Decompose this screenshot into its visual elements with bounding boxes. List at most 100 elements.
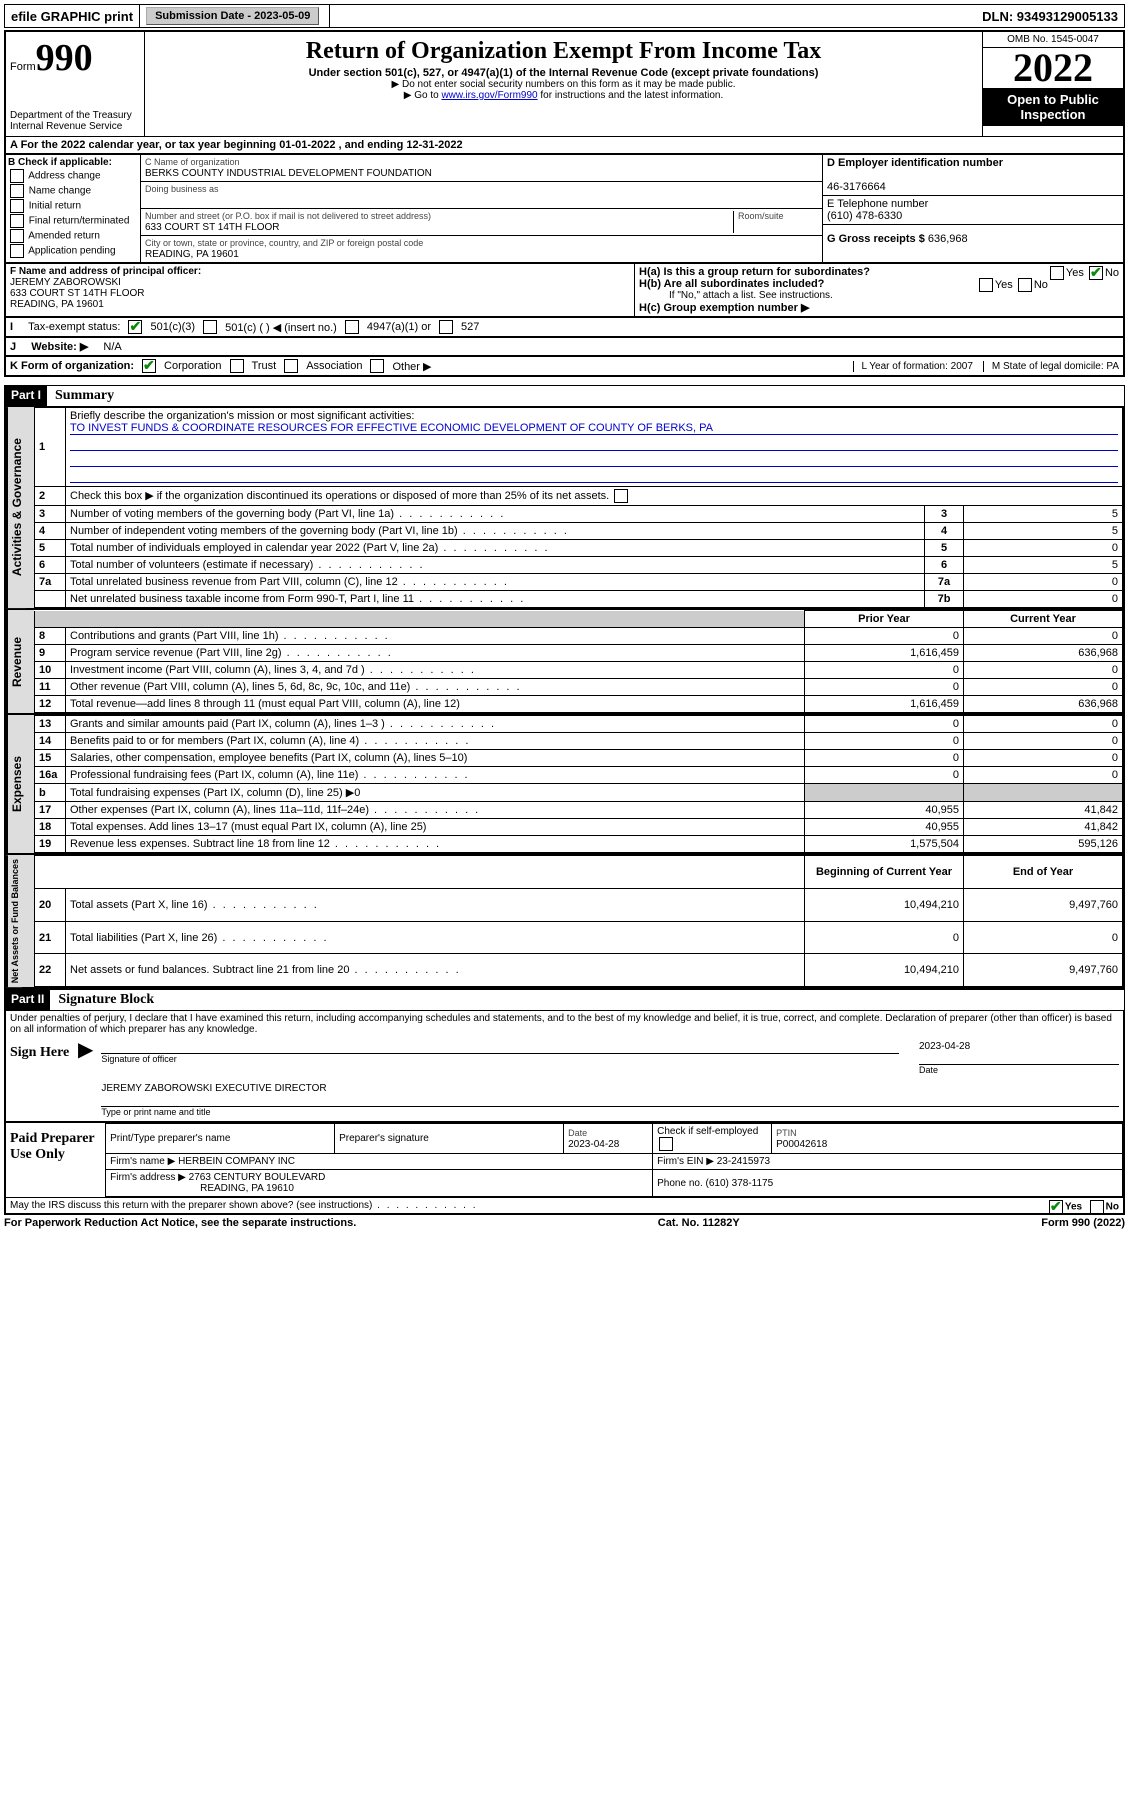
cb-address-change[interactable] bbox=[10, 169, 24, 183]
firm-name: HERBEIN COMPANY INC bbox=[178, 1156, 295, 1167]
part2-label: Part II bbox=[5, 990, 50, 1010]
year-formation: L Year of formation: 2007 bbox=[853, 361, 973, 372]
arrow-icon: ▶ bbox=[74, 1037, 97, 1121]
cb-final-return[interactable] bbox=[10, 214, 24, 228]
expenses-section: Expenses 13Grants and similar amounts pa… bbox=[4, 715, 1125, 855]
ein-value: 46-3176664 bbox=[827, 181, 886, 193]
ha-yes[interactable] bbox=[1050, 266, 1064, 280]
cb-application-pending[interactable] bbox=[10, 244, 24, 258]
exp-row-17: 17Other expenses (Part IX, column (A), l… bbox=[35, 802, 1123, 819]
footer-mid: Cat. No. 11282Y bbox=[658, 1217, 740, 1229]
note-link: ▶ Go to www.irs.gov/Form990 for instruct… bbox=[149, 90, 978, 101]
cb-501c[interactable] bbox=[203, 320, 217, 334]
submission-button[interactable]: Submission Date - 2023-05-09 bbox=[146, 7, 319, 25]
prep-date: 2023-04-28 bbox=[568, 1139, 619, 1150]
efile-label: efile GRAPHIC print bbox=[5, 5, 140, 27]
part2-bar: Part II Signature Block bbox=[4, 989, 1125, 1011]
h-prior: Prior Year bbox=[805, 611, 964, 628]
cb-527[interactable] bbox=[439, 320, 453, 334]
dept-label: Department of the Treasury bbox=[10, 110, 140, 121]
line-a: A For the 2022 calendar year, or tax yea… bbox=[4, 137, 1125, 155]
tax-status-row: I Tax-exempt status: 501(c)(3) 501(c) ( … bbox=[4, 318, 1125, 338]
dln-label: DLN: 93493129005133 bbox=[976, 5, 1124, 27]
tax-year: 2022 bbox=[983, 48, 1123, 88]
org-address: 633 COURT ST 14TH FLOOR bbox=[145, 222, 280, 233]
cb-501c3[interactable] bbox=[128, 320, 142, 334]
net-assets-section: Net Assets or Fund Balances Beginning of… bbox=[4, 855, 1125, 989]
cb-self-employed[interactable] bbox=[659, 1137, 673, 1151]
hc-label: H(c) Group exemption number ▶ bbox=[639, 302, 809, 314]
paid-preparer-label: Paid Preparer Use Only bbox=[6, 1123, 105, 1197]
rev-row-11: 11Other revenue (Part VIII, column (A), … bbox=[35, 679, 1123, 696]
exp-row-13: 13Grants and similar amounts paid (Part … bbox=[35, 716, 1123, 733]
officer-name: JEREMY ZABOROWSKI bbox=[10, 277, 121, 288]
q2-label: Check this box ▶ if the organization dis… bbox=[66, 487, 1123, 506]
firm-addr1: 2763 CENTURY BOULEVARD bbox=[189, 1172, 326, 1183]
form-header: Form990 Department of the Treasury Inter… bbox=[4, 30, 1125, 137]
q1-label: Briefly describe the organization's miss… bbox=[70, 410, 414, 422]
h-end: End of Year bbox=[964, 856, 1123, 889]
discuss-no[interactable] bbox=[1090, 1200, 1104, 1214]
cb-other[interactable] bbox=[370, 359, 384, 373]
h-curr: Current Year bbox=[964, 611, 1123, 628]
exp-row-18: 18Total expenses. Add lines 13–17 (must … bbox=[35, 819, 1123, 836]
rev-row-12: 12Total revenue—add lines 8 through 11 (… bbox=[35, 696, 1123, 713]
tab-expenses: Expenses bbox=[6, 715, 26, 853]
note-ssn: ▶ Do not enter social security numbers o… bbox=[149, 79, 978, 90]
cb-discontinued[interactable] bbox=[614, 489, 628, 503]
org-name: BERKS COUNTY INDUSTRIAL DEVELOPMENT FOUN… bbox=[145, 168, 432, 179]
org-city: READING, PA 19601 bbox=[145, 249, 239, 260]
top-bar: efile GRAPHIC print Submission Date - 20… bbox=[4, 4, 1125, 28]
f-label: F Name and address of principal officer: bbox=[10, 266, 201, 277]
sig-date-label: Date bbox=[919, 1064, 1119, 1075]
p1-row-7a: 7aTotal unrelated business revenue from … bbox=[35, 574, 1123, 591]
ha-no[interactable] bbox=[1089, 266, 1103, 280]
cb-initial-return[interactable] bbox=[10, 199, 24, 213]
p1-row-4: 4Number of independent voting members of… bbox=[35, 523, 1123, 540]
sig-date: 2023-04-28 bbox=[919, 1041, 970, 1052]
exp-row-16a: 16aProfessional fundraising fees (Part I… bbox=[35, 767, 1123, 784]
hb-no[interactable] bbox=[1018, 278, 1032, 292]
revenue-section: Revenue Prior YearCurrent Year 8Contribu… bbox=[4, 610, 1125, 715]
footer-right: Form 990 (2022) bbox=[1041, 1217, 1125, 1229]
prep-sig-h: Preparer's signature bbox=[335, 1124, 564, 1154]
paid-preparer-block: Paid Preparer Use Only Print/Type prepar… bbox=[4, 1123, 1125, 1215]
hb-yes[interactable] bbox=[979, 278, 993, 292]
tab-revenue: Revenue bbox=[6, 610, 26, 713]
footer-left: For Paperwork Reduction Act Notice, see … bbox=[4, 1217, 356, 1229]
ha-label: H(a) Is this a group return for subordin… bbox=[639, 266, 870, 278]
gross-receipts-value: 636,968 bbox=[928, 233, 968, 245]
cb-name-change[interactable] bbox=[10, 184, 24, 198]
phone-label: E Telephone number bbox=[827, 198, 928, 210]
rev-row-9: 9Program service revenue (Part VIII, lin… bbox=[35, 645, 1123, 662]
sign-here-label: Sign Here bbox=[6, 1037, 74, 1121]
cb-4947[interactable] bbox=[345, 320, 359, 334]
activities-governance-section: Activities & Governance 1 Briefly descri… bbox=[4, 407, 1125, 610]
firm-addr2: READING, PA 19610 bbox=[110, 1183, 294, 1194]
tab-net-assets: Net Assets or Fund Balances bbox=[6, 855, 22, 987]
gross-receipts-label: G Gross receipts $ bbox=[827, 233, 925, 245]
discuss-yes[interactable] bbox=[1049, 1200, 1063, 1214]
h-begin: Beginning of Current Year bbox=[805, 856, 964, 889]
na-row-20: 20Total assets (Part X, line 16)10,494,2… bbox=[35, 888, 1123, 921]
declaration-text: Under penalties of perjury, I declare th… bbox=[4, 1011, 1125, 1037]
entity-section: B Check if applicable: Address change Na… bbox=[4, 155, 1125, 264]
cb-association[interactable] bbox=[284, 359, 298, 373]
cb-amended[interactable] bbox=[10, 229, 24, 243]
cb-trust[interactable] bbox=[230, 359, 244, 373]
rev-row-10: 10Investment income (Part VIII, column (… bbox=[35, 662, 1123, 679]
ptin: P00042618 bbox=[776, 1139, 827, 1150]
city-label: City or town, state or province, country… bbox=[145, 238, 423, 248]
cb-corporation[interactable] bbox=[142, 359, 156, 373]
p1-row-3: 3Number of voting members of the governi… bbox=[35, 506, 1123, 523]
room-label: Room/suite bbox=[738, 211, 784, 221]
part1-label: Part I bbox=[5, 386, 47, 406]
na-row-22: 22Net assets or fund balances. Subtract … bbox=[35, 954, 1123, 987]
open-public-badge: Open to PublicInspection bbox=[983, 88, 1123, 126]
ein-label: D Employer identification number bbox=[827, 157, 1003, 169]
hb-label: H(b) Are all subordinates included? bbox=[639, 278, 824, 290]
form-title: Return of Organization Exempt From Incom… bbox=[149, 38, 978, 65]
irs-link[interactable]: www.irs.gov/Form990 bbox=[441, 90, 537, 101]
website-value: N/A bbox=[103, 341, 121, 353]
officer-addr2: READING, PA 19601 bbox=[10, 299, 104, 310]
